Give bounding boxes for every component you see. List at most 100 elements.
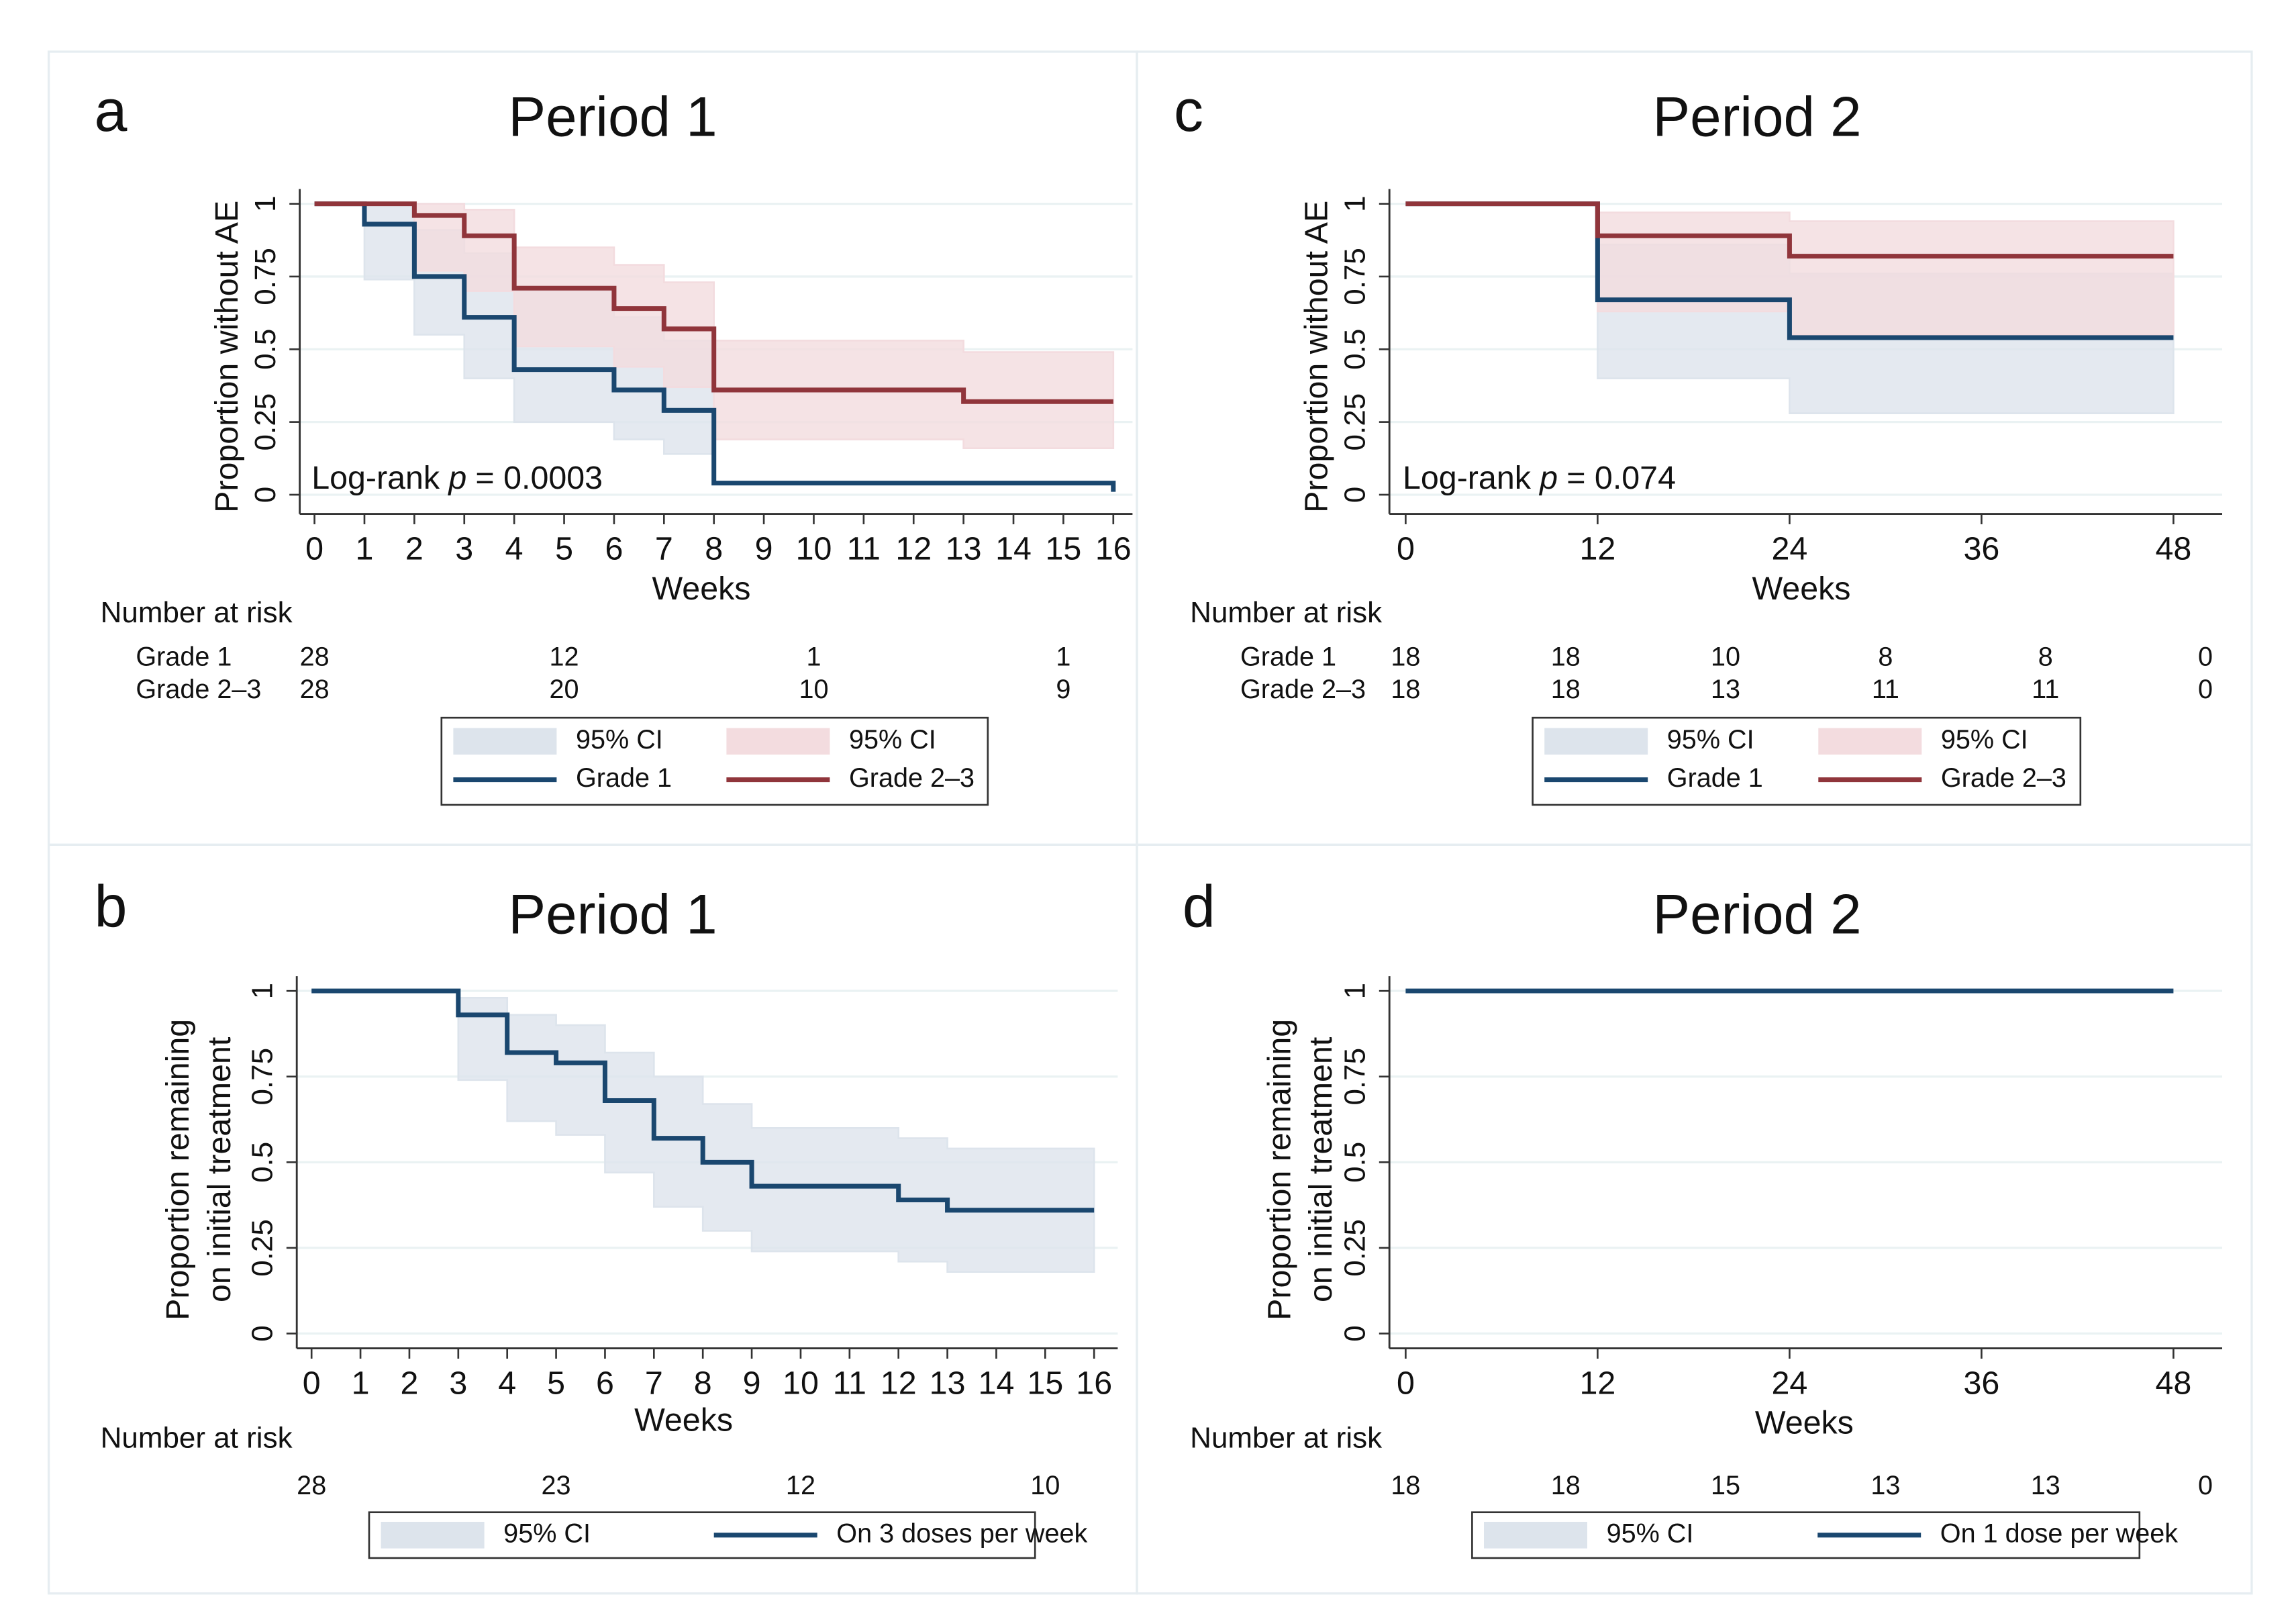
x-tick-label: 13	[930, 1365, 966, 1401]
y-tick-label: 1	[246, 983, 279, 999]
y-tick-label: 1	[1338, 983, 1371, 999]
at-risk-value: 18	[1391, 642, 1420, 672]
x-tick-label: 2	[405, 530, 423, 567]
y-tick-label: 0.25	[246, 1219, 279, 1277]
y-axis-title: Proportion remaining	[160, 1019, 196, 1320]
at-risk-value: 20	[550, 675, 579, 704]
y-tick-label: 0	[1338, 1325, 1371, 1341]
legend-label: 95% CI	[503, 1518, 591, 1548]
y-tick-label: 1	[249, 195, 282, 211]
y-axis-title: Proportion without AE	[1298, 201, 1334, 513]
panel-frame	[1136, 843, 2253, 1595]
x-tick-label: 12	[1579, 530, 1615, 567]
y-tick-label: 0.75	[1338, 248, 1371, 305]
at-risk-value: 12	[786, 1471, 815, 1500]
panel-letter: b	[95, 873, 128, 940]
x-tick-label: 36	[1963, 530, 1999, 567]
y-tick-label: 0.5	[249, 329, 282, 370]
y-tick-label: 0.25	[249, 393, 282, 451]
at-risk-value: 8	[2038, 642, 2053, 672]
chart-title: Period 2	[1652, 882, 1861, 945]
at-risk-value: 13	[2031, 1471, 2060, 1500]
x-tick-label: 15	[1027, 1365, 1063, 1401]
x-tick-label: 5	[547, 1365, 565, 1401]
x-tick-label: 36	[1963, 1365, 1999, 1401]
survival-curve	[314, 201, 1113, 404]
at-risk-value: 11	[2032, 675, 2059, 704]
annotation-label: Log-rank	[311, 460, 440, 496]
chart-title: Period 1	[508, 85, 717, 148]
at-risk-value: 15	[1711, 1471, 1740, 1500]
x-tick-label: 0	[305, 530, 323, 567]
x-tick-label: 7	[655, 530, 673, 567]
at-risk-value: 10	[799, 675, 828, 704]
x-tick-label: 16	[1095, 530, 1132, 567]
at-risk-value: 28	[300, 642, 330, 672]
x-tick-label: 1	[356, 530, 374, 567]
x-tick-label: 5	[555, 530, 573, 567]
annotation-stat: p	[1538, 460, 1558, 496]
at-risk-label: Grade 1	[1240, 642, 1336, 672]
y-axis-title: Proportion remaining	[1261, 1019, 1297, 1320]
x-tick-label: 24	[1771, 530, 1807, 567]
y-tick-label: 0.25	[1338, 1219, 1371, 1277]
x-tick-label: 10	[783, 1365, 819, 1401]
panel-letter: d	[1183, 873, 1215, 940]
at-risk-value: 18	[1551, 642, 1581, 672]
at-risk-value: 8	[1878, 642, 1893, 672]
y-tick-label: 0	[249, 487, 282, 503]
x-tick-label: 6	[596, 1365, 614, 1401]
x-tick-label: 12	[895, 530, 932, 567]
legend-label: 95% CI	[1941, 725, 2028, 755]
legend-swatch	[1544, 728, 1648, 755]
at-risk-value: 18	[1391, 1471, 1420, 1500]
legend-label: On 1 dose per week	[1940, 1518, 2178, 1548]
x-tick-label: 9	[743, 1365, 761, 1401]
x-tick-label: 4	[498, 1365, 516, 1401]
legend-swatch	[1484, 1522, 1587, 1549]
x-tick-label: 15	[1046, 530, 1082, 567]
x-axis-title: Weeks	[652, 571, 751, 607]
survival-curve	[314, 201, 1116, 492]
at-risk-value: 9	[1056, 675, 1070, 704]
panel-letter: a	[95, 77, 128, 144]
annotation: Log-rank p = 0.0003	[311, 460, 603, 496]
legend-swatch	[1818, 728, 1922, 755]
x-tick-label: 0	[1397, 530, 1415, 567]
y-tick-label: 0.5	[1338, 329, 1371, 370]
at-risk-value: 0	[2198, 675, 2213, 704]
at-risk-value: 1	[1056, 642, 1070, 672]
y-axis-title: Proportion without AE	[209, 201, 245, 513]
at-risk-value: 13	[1711, 675, 1740, 704]
at-risk-value: 23	[542, 1471, 571, 1500]
legend-swatch	[381, 1522, 485, 1549]
legend-label: 95% CI	[1667, 725, 1754, 755]
x-tick-label: 24	[1771, 1365, 1807, 1401]
x-tick-label: 12	[881, 1365, 917, 1401]
at-risk-value: 18	[1551, 675, 1581, 704]
at-risk-value: 18	[1551, 1471, 1581, 1500]
legend-label: Grade 2–3	[1941, 763, 2066, 793]
y-tick-label: 0.75	[249, 248, 282, 305]
chart-title: Period 1	[508, 882, 717, 945]
x-tick-label: 8	[694, 1365, 712, 1401]
legend-label: 95% CI	[576, 725, 663, 755]
at-risk-value: 18	[1391, 675, 1420, 704]
legend-label: 95% CI	[849, 725, 936, 755]
annotation-value: = 0.074	[1566, 460, 1676, 496]
legend-swatch	[726, 728, 830, 755]
x-axis-title: Weeks	[634, 1402, 733, 1438]
at-risk-title: Number at risk	[1190, 596, 1383, 629]
legend-swatch	[453, 728, 557, 755]
x-tick-label: 10	[796, 530, 832, 567]
y-tick-label: 0.75	[246, 1048, 279, 1106]
at-risk-value: 13	[1870, 1471, 1900, 1500]
at-risk-value: 10	[1030, 1471, 1060, 1500]
survival-curve	[1405, 201, 2174, 259]
annotation: Log-rank p = 0.074	[1403, 460, 1676, 496]
x-tick-label: 14	[979, 1365, 1015, 1401]
at-risk-value: 0	[2198, 1471, 2213, 1500]
at-risk-title: Number at risk	[101, 596, 293, 629]
